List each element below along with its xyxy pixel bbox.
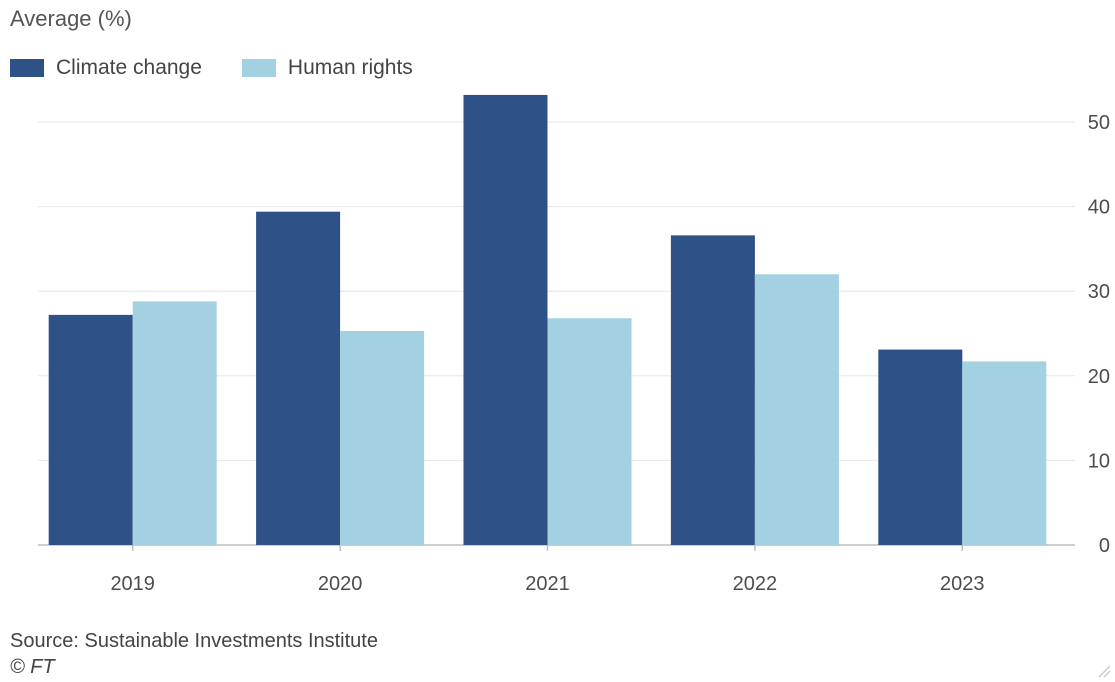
bar-human-rights-2021 (547, 318, 632, 545)
y-axis-label: Average (%) (10, 6, 132, 31)
legend-label-climate-change: Climate change (56, 56, 202, 79)
chart-legend: Climate change Human rights (10, 56, 453, 80)
bar-climate-change-2019 (48, 314, 133, 545)
bar-climate-change-2023 (878, 349, 963, 545)
bar-climate-change-2020 (256, 211, 341, 545)
x-tick-label: 2021 (525, 573, 570, 595)
legend-swatch-climate-change (10, 59, 44, 77)
y-tick-label: 10 (1088, 450, 1110, 472)
legend-item-climate-change: Climate change (10, 56, 202, 80)
copyright-note: © FT (10, 656, 55, 678)
x-tick-label: 2020 (318, 573, 363, 595)
bar-human-rights-2019 (132, 301, 217, 545)
y-tick-label: 30 (1088, 281, 1110, 303)
legend-swatch-human-rights (241, 59, 276, 77)
bar-human-rights-2022 (754, 274, 839, 545)
legend-item-human-rights: Human rights (241, 56, 413, 80)
legend-label-human-rights: Human rights (287, 56, 413, 79)
y-tick-label: 50 (1088, 112, 1110, 134)
x-tick-label: 2019 (110, 573, 155, 595)
x-tick-label: 2023 (940, 573, 985, 595)
y-tick-label: 20 (1088, 366, 1110, 388)
bar-human-rights-2023 (962, 361, 1047, 545)
bar-climate-change-2022 (670, 235, 755, 545)
source-note: Source: Sustainable Investments Institut… (10, 630, 378, 652)
bar-human-rights-2020 (340, 330, 425, 545)
resize-grip-icon (1098, 665, 1111, 678)
x-tick-label: 2022 (733, 573, 778, 595)
y-tick-label: 0 (1099, 535, 1110, 557)
y-tick-label: 40 (1088, 197, 1110, 219)
bar-climate-change-2021 (463, 94, 548, 545)
